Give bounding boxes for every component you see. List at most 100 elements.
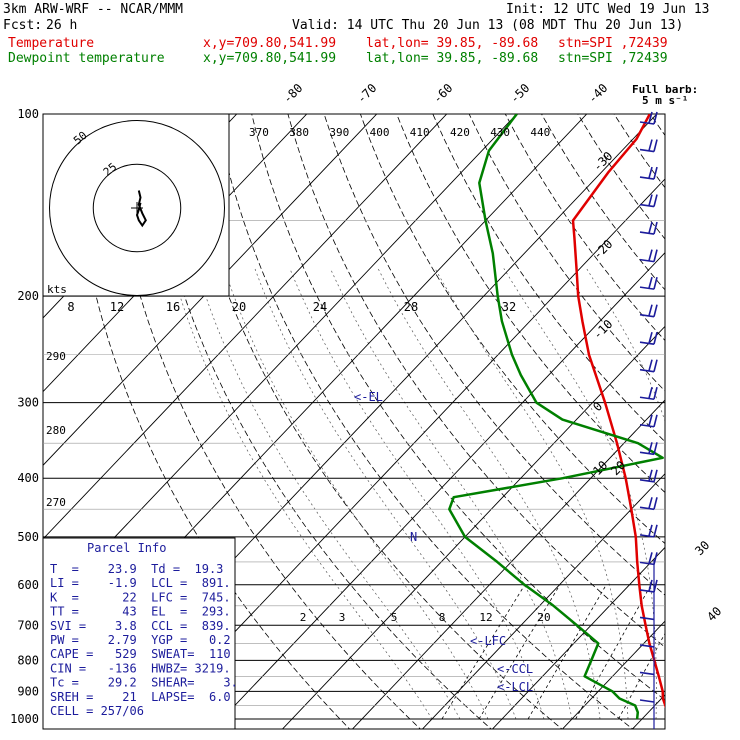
dewpoint-profile	[448, 114, 664, 720]
moist-adiabat--2	[223, 268, 489, 720]
parcel-info-row: K = 22 LFC = 745.	[50, 590, 231, 604]
theta-tick-390: 390	[329, 126, 349, 139]
wind-barb	[639, 166, 658, 180]
wind-barb	[639, 524, 658, 538]
theta-tick-420: 420	[450, 126, 470, 139]
wind-barb	[639, 331, 658, 345]
pressure-tick-100: 100	[17, 107, 39, 121]
valid-time: Valid: 14 UTC Thu 20 Jun 13 (08 MDT Thu …	[292, 18, 684, 33]
mixing-ratio-tick-8: 8	[439, 611, 446, 624]
isotherm-30	[700, 114, 740, 732]
isotherm--50	[141, 178, 665, 729]
theta-tick-370: 370	[249, 126, 269, 139]
dewpoint-legend-station: stn=SPI ,72439	[558, 51, 668, 66]
wind-barb	[639, 276, 658, 290]
theta-left-tick-270: 270	[46, 496, 66, 509]
theta-left-tick-280: 280	[46, 424, 66, 437]
moist-adiabat-2	[254, 268, 517, 720]
theta-tick-380: 380	[289, 126, 309, 139]
isotherm--80	[43, 114, 518, 614]
forecast-label: Fcst:	[3, 18, 43, 33]
mixing-ratio-line-5	[527, 584, 607, 720]
moist-adiabat-30	[680, 268, 731, 719]
wind-barb	[639, 249, 658, 263]
temperature-tick-right--20: -20	[590, 237, 615, 262]
wind-barb	[639, 469, 658, 483]
pressure-tick-500: 500	[17, 530, 39, 544]
parcel-info-row: CIN = -136 HWBZ= 3219.	[50, 661, 231, 675]
dry-adiabat-390	[577, 114, 665, 240]
dewpoint-legend-latlon: lat,lon= 39.85, -89.68	[366, 51, 539, 66]
forecast-hour: 26 h	[46, 18, 78, 33]
temperature-tick-top--50: -50	[507, 81, 532, 106]
pressure-tick-1000: 1000	[10, 712, 39, 726]
mixing-ratio-line-2	[441, 584, 526, 720]
wind-barb	[639, 644, 655, 648]
moist-adiabat--10	[171, 268, 433, 720]
isotherm-0	[491, 546, 665, 729]
theta-tick-440: 440	[530, 126, 550, 139]
dry-adiabat-430	[723, 114, 740, 732]
isotherm--90	[43, 114, 448, 540]
mixing-ratio-tick-2: 2	[300, 611, 307, 624]
temperature-tick-right--30: -30	[590, 149, 615, 174]
mixing-ratio-tick-3: 3	[339, 611, 346, 624]
sounding-annotation: <-LFC	[470, 634, 506, 648]
wind-barb	[639, 497, 658, 511]
isotherm--40	[211, 252, 665, 729]
isotherm-20	[631, 694, 665, 729]
sounding-annotation: <-EL	[354, 390, 383, 404]
theta-tick-400: 400	[370, 126, 390, 139]
isotherm--30	[281, 325, 665, 729]
wind-barb	[639, 414, 658, 428]
theta-tick-410: 410	[410, 126, 430, 139]
parcel-info-row: SREH = 21 LAPSE= 6.0	[50, 690, 231, 704]
parcel-info-row: Tc = 29.2 SHEAR= 3.	[50, 676, 238, 690]
mixing-ratio-line-3	[478, 584, 561, 720]
wind-barb	[639, 616, 655, 621]
hodograph-scale-tick-12: 12	[110, 300, 124, 314]
dry-adiabat-260	[106, 114, 421, 729]
parcel-info-row: PW = 2.79 YGP = 0.2	[50, 633, 231, 647]
mixing-ratio-tick-5: 5	[391, 611, 398, 624]
wind-barb	[639, 139, 658, 153]
moist-adiabat-18	[434, 268, 629, 720]
wind-barb	[639, 304, 658, 318]
temperature-legend-xy: x,y=709.80,541.99	[203, 36, 337, 51]
dry-adiabat-360	[468, 114, 665, 392]
hodograph-scale-tick-8: 8	[67, 300, 74, 314]
model-title: 3km ARW-WRF -- NCAR/MMM	[3, 2, 184, 17]
isotherm--100	[43, 114, 378, 466]
moist-adiabat-22	[503, 268, 657, 720]
mixing-ratio-line-12	[618, 632, 665, 720]
hodograph-scale-tick-32: 32	[502, 300, 516, 314]
dry-adiabat-400	[613, 114, 665, 189]
temperature-tick-right-40: 40	[704, 604, 724, 624]
dewpoint-legend-label: Dewpoint temperature	[8, 51, 165, 66]
pressure-tick-200: 200	[17, 289, 39, 303]
temperature-tick-top--60: -60	[430, 81, 455, 106]
mixing-ratio-tick-20: 20	[537, 611, 550, 624]
temperature-profile	[571, 114, 665, 709]
hodograph-scale-tick-24: 24	[313, 300, 327, 314]
moist-adiabat-26	[586, 268, 665, 423]
isotherm--10	[421, 473, 665, 729]
wind-barb	[639, 699, 655, 703]
dry-adiabat-420	[687, 114, 740, 732]
moist-adiabat-6	[289, 268, 545, 720]
wind-barb	[639, 442, 658, 456]
pressure-tick-700: 700	[17, 618, 39, 632]
temperature-tick-right--10: -10	[590, 317, 615, 342]
temperature-tick-top--40: -40	[585, 81, 610, 106]
isotherm--20	[351, 399, 665, 729]
pressure-tick-400: 400	[17, 471, 39, 485]
temperature-legend-station: stn=SPI ,72439	[558, 36, 668, 51]
temperature-tick-top--70: -70	[354, 81, 379, 106]
dry-adiabat-320	[323, 114, 665, 596]
mixing-ratio-line-20	[675, 585, 740, 719]
theta-left-tick-290: 290	[46, 350, 66, 363]
sounding-annotation: <-LCL	[497, 680, 533, 694]
parcel-info-row: SVI = 3.8 CCL = 839.	[50, 619, 231, 633]
mixing-ratio-line-8	[575, 584, 652, 720]
